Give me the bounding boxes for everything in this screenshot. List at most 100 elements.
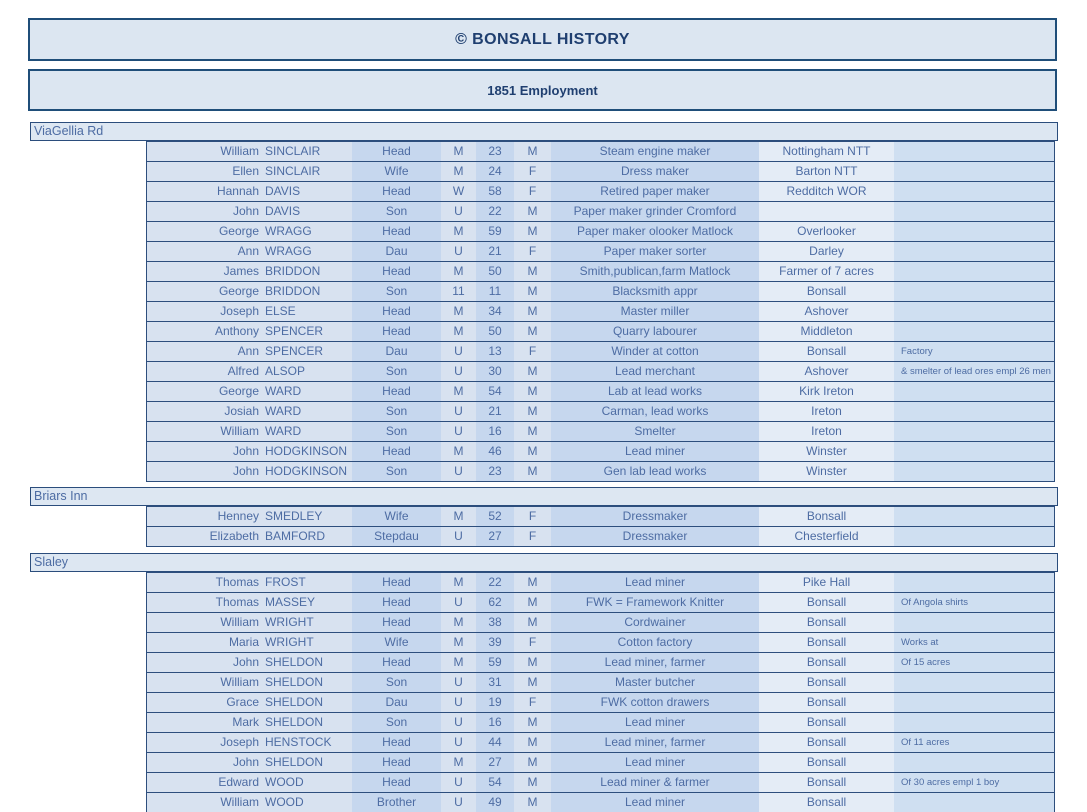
cell-surname: HODGKINSON xyxy=(259,462,352,481)
cell-relation: Head xyxy=(352,262,441,281)
cell-first-name: William xyxy=(147,422,259,441)
cell-note xyxy=(894,262,1054,281)
cell-condition: W xyxy=(441,182,476,201)
cell-surname: SHELDON xyxy=(259,693,352,712)
cell-occupation: Lead miner xyxy=(551,793,759,812)
cell-birthplace xyxy=(759,202,894,221)
cell-sex: M xyxy=(514,202,551,221)
cell-sex: F xyxy=(514,342,551,361)
cell-note xyxy=(894,673,1054,692)
cell-condition: U xyxy=(441,713,476,732)
cell-occupation: Dressmaker xyxy=(551,507,759,526)
cell-occupation: Smelter xyxy=(551,422,759,441)
cell-relation: Wife xyxy=(352,507,441,526)
cell-birthplace: Barton NTT xyxy=(759,162,894,181)
cell-occupation: Cordwainer xyxy=(551,613,759,632)
cell-relation: Son xyxy=(352,362,441,381)
section-rows: Henney SMEDLEY Wife M 52 F Dressmaker Bo… xyxy=(146,506,1055,547)
cell-age: 24 xyxy=(476,162,514,181)
cell-age: 13 xyxy=(476,342,514,361)
cell-note: Works at xyxy=(894,633,1054,652)
cell-occupation: Dress maker xyxy=(551,162,759,181)
cell-sex: M xyxy=(514,613,551,632)
cell-first-name: Thomas xyxy=(147,593,259,612)
cell-first-name: John xyxy=(147,442,259,461)
cell-note xyxy=(894,402,1054,421)
cell-surname: SHELDON xyxy=(259,753,352,772)
table-row: Anthony SPENCER Head M 50 M Quarry labou… xyxy=(147,322,1054,342)
cell-occupation: FWK = Framework Knitter xyxy=(551,593,759,612)
cell-age: 27 xyxy=(476,753,514,772)
cell-first-name: William xyxy=(147,142,259,161)
table-row: Elizabeth BAMFORD Stepdau U 27 F Dressma… xyxy=(147,527,1054,547)
table-row: Thomas FROST Head M 22 M Lead miner Pike… xyxy=(147,573,1054,593)
cell-first-name: Anthony xyxy=(147,322,259,341)
table-row: John HODGKINSON Head M 46 M Lead miner W… xyxy=(147,442,1054,462)
cell-surname: SINCLAIR xyxy=(259,142,352,161)
table-row: Alfred ALSOP Son U 30 M Lead merchant As… xyxy=(147,362,1054,382)
cell-sex: M xyxy=(514,382,551,401)
table-row: Maria WRIGHT Wife M 39 F Cotton factory … xyxy=(147,633,1054,653)
cell-occupation: Lead miner xyxy=(551,713,759,732)
cell-occupation: Lead miner xyxy=(551,573,759,592)
section-rows: William SINCLAIR Head M 23 M Steam engin… xyxy=(146,141,1055,482)
cell-relation: Head xyxy=(352,142,441,161)
table-row: William WARD Son U 16 M Smelter Ireton xyxy=(147,422,1054,442)
cell-sex: M xyxy=(514,713,551,732)
cell-note xyxy=(894,527,1054,546)
cell-note xyxy=(894,462,1054,481)
cell-sex: F xyxy=(514,242,551,261)
cell-age: 54 xyxy=(476,382,514,401)
cell-first-name: Edward xyxy=(147,773,259,792)
cell-sex: M xyxy=(514,653,551,672)
cell-condition: U xyxy=(441,593,476,612)
cell-note xyxy=(894,713,1054,732)
cell-relation: Son xyxy=(352,402,441,421)
table-row: John HODGKINSON Son U 23 M Gen lab lead … xyxy=(147,462,1054,482)
cell-birthplace: Bonsall xyxy=(759,633,894,652)
cell-age: 16 xyxy=(476,422,514,441)
cell-sex: F xyxy=(514,162,551,181)
cell-age: 23 xyxy=(476,142,514,161)
section-title: Briars Inn xyxy=(34,489,88,503)
cell-note xyxy=(894,242,1054,261)
cell-relation: Head xyxy=(352,733,441,752)
cell-surname: SMEDLEY xyxy=(259,507,352,526)
cell-occupation: Paper maker grinder Cromford xyxy=(551,202,759,221)
cell-age: 23 xyxy=(476,462,514,481)
cell-sex: M xyxy=(514,593,551,612)
cell-occupation: Lead miner, farmer xyxy=(551,733,759,752)
cell-sex: M xyxy=(514,462,551,481)
cell-birthplace: Bonsall xyxy=(759,773,894,792)
cell-condition: U xyxy=(441,362,476,381)
cell-note: Factory xyxy=(894,342,1054,361)
cell-first-name: George xyxy=(147,222,259,241)
page-subtitle: 1851 Employment xyxy=(487,82,598,98)
cell-condition: M xyxy=(441,507,476,526)
cell-relation: Dau xyxy=(352,342,441,361)
cell-relation: Head xyxy=(352,753,441,772)
cell-birthplace: Kirk Ireton xyxy=(759,382,894,401)
page-title: © BONSALL HISTORY xyxy=(455,30,630,48)
cell-note: & smelter of lead ores empl 26 men xyxy=(894,362,1054,381)
cell-occupation: Lead miner xyxy=(551,753,759,772)
section-title: Slaley xyxy=(34,555,69,569)
cell-surname: WARD xyxy=(259,402,352,421)
cell-occupation: Lead miner, farmer xyxy=(551,653,759,672)
cell-birthplace: Nottingham NTT xyxy=(759,142,894,161)
cell-surname: SPENCER xyxy=(259,322,352,341)
table-row: Thomas MASSEY Head U 62 M FWK = Framewor… xyxy=(147,593,1054,613)
cell-sex: M xyxy=(514,302,551,321)
cell-surname: SHELDON xyxy=(259,673,352,692)
cell-note xyxy=(894,442,1054,461)
cell-birthplace: Bonsall xyxy=(759,753,894,772)
cell-first-name: Alfred xyxy=(147,362,259,381)
table-row: George WRAGG Head M 59 M Paper maker olo… xyxy=(147,222,1054,242)
cell-condition: U xyxy=(441,202,476,221)
cell-surname: HODGKINSON xyxy=(259,442,352,461)
cell-note xyxy=(894,793,1054,812)
cell-sex: M xyxy=(514,753,551,772)
table-row: Edward WOOD Head U 54 M Lead miner & far… xyxy=(147,773,1054,793)
cell-sex: F xyxy=(514,633,551,652)
